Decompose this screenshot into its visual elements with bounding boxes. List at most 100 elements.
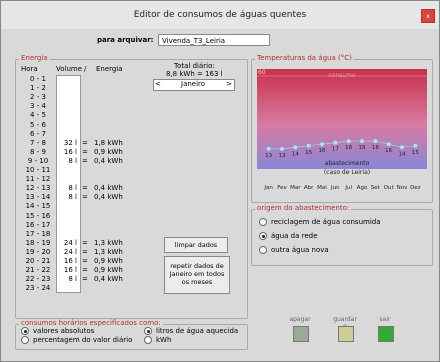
volume-value[interactable]: 16 l: [63, 257, 77, 265]
supply-value: 14: [399, 151, 406, 157]
radio-button[interactable]: [259, 232, 267, 240]
radio-button[interactable]: [21, 327, 29, 335]
window-title: Editor de consumos de águas quentes: [133, 10, 307, 20]
supply-note: (caso de Leiria): [324, 169, 370, 176]
hour-label: 5 - 6: [30, 120, 46, 129]
month-label: Mai: [317, 185, 327, 191]
hour-label: 14 - 15: [25, 202, 51, 211]
radio-button[interactable]: [21, 336, 29, 344]
hour-label: 1 - 2: [30, 84, 46, 93]
close-button[interactable]: x: [421, 9, 435, 23]
energy-value: 0,4 kWh: [94, 193, 123, 202]
supply-value: 18: [372, 145, 379, 151]
hour-label: 4 - 5: [30, 111, 46, 120]
hour-label: 9 - 10: [27, 156, 49, 165]
units-legend: consumos horários especificados como:: [19, 319, 163, 327]
hour-label: 3 - 4: [30, 102, 46, 111]
supply-value: 16: [385, 148, 392, 154]
temperature-chart: consumo 60 13 Jan 13 Fev 14 Mar 15 Abr 16 Mai 17 Jun 1…: [257, 69, 427, 191]
volume-value[interactable]: 8 l: [68, 184, 77, 193]
volume-value[interactable]: 24 l: [63, 238, 77, 247]
energy-value: 0,4 kWh: [94, 275, 123, 284]
hour-label: 22 - 23: [25, 275, 51, 284]
file-input[interactable]: Vivenda_T3_Leiria: [158, 34, 270, 46]
supply-label: abastecimento: [325, 160, 370, 167]
origin-legend: origem do abastecimento:: [255, 204, 352, 212]
action-label: apagar: [289, 316, 311, 323]
month-next[interactable]: >: [226, 80, 232, 88]
energy-legend: Energia: [19, 54, 50, 62]
unit-option[interactable]: litros de água aquecida: [144, 327, 238, 335]
supply-point: [400, 145, 404, 150]
energy-value: 0,4 kWh: [94, 184, 123, 193]
column-header: /: [84, 65, 87, 73]
month-label: Jan: [263, 185, 273, 191]
energy-value: 1,3 kWh: [94, 238, 123, 247]
supply-point: [373, 139, 378, 144]
action-icon[interactable]: [293, 326, 309, 342]
hour-label: 23 - 24: [25, 284, 51, 293]
supply-point: [346, 139, 351, 144]
volume-value[interactable]: 32 l: [63, 138, 77, 147]
file-label: para arquivar:: [97, 36, 154, 44]
month-label: Set: [371, 185, 381, 191]
hour-label: 13 - 14: [25, 193, 51, 202]
volume-value[interactable]: 16 l: [63, 266, 77, 275]
volume-value[interactable]: 8 l: [68, 156, 77, 165]
month-label: Jul: [344, 185, 352, 191]
consumption-value: 60: [258, 69, 266, 76]
month-prev[interactable]: <: [155, 80, 161, 88]
unit-option[interactable]: percentagem do valor diário: [21, 336, 132, 344]
equals: =: [82, 257, 88, 265]
hour-label: 15 - 16: [25, 211, 51, 220]
radio-button[interactable]: [259, 218, 267, 226]
origin-option[interactable]: água da rede: [259, 232, 317, 240]
hour-label: 2 - 3: [30, 93, 46, 102]
month-label: Dez: [410, 185, 421, 191]
supply-point: [280, 146, 284, 151]
column-header: Hora: [21, 65, 38, 73]
energy-value: 1,3 kWh: [94, 247, 123, 256]
month-label: Mar: [290, 185, 301, 191]
volume-value[interactable]: 16 l: [63, 147, 77, 156]
hour-label: 20 - 21: [25, 257, 51, 265]
supply-value: 15: [305, 150, 312, 156]
supply-value: 18: [345, 145, 352, 151]
hour-label: 17 - 18: [25, 229, 51, 238]
month-label: Ago: [357, 185, 368, 191]
supply-point: [333, 140, 338, 145]
origin-option[interactable]: reciclagem de água consumida: [259, 218, 381, 226]
supply-value: 17: [332, 147, 339, 153]
supply-value: 13: [265, 153, 272, 159]
column-header: Energia: [96, 65, 123, 73]
equals: =: [82, 275, 88, 284]
radio-button[interactable]: [144, 327, 152, 335]
equals: =: [82, 238, 88, 247]
chart-area: [257, 69, 427, 169]
equals: =: [82, 156, 88, 165]
radio-label: valores absolutos: [33, 327, 95, 335]
repeat-button[interactable]: repetir dados de Janeiro em todos os mes…: [164, 256, 230, 294]
month-selector[interactable]: [153, 79, 235, 91]
supply-value: 13: [279, 153, 286, 159]
hour-label: 10 - 11: [25, 166, 51, 174]
unit-option[interactable]: kWh: [144, 336, 171, 344]
volume-value[interactable]: 8 l: [68, 193, 77, 202]
hour-label: 6 - 7: [30, 129, 46, 138]
action-icon[interactable]: [378, 326, 394, 342]
radio-label: água da rede: [271, 232, 318, 240]
volume-value[interactable]: 8 l: [68, 275, 77, 284]
action-icon[interactable]: [338, 326, 354, 342]
clear-button[interactable]: limpar dados: [164, 237, 228, 253]
unit-option[interactable]: valores absolutos: [21, 327, 94, 335]
action-label: sair: [379, 316, 391, 323]
column-header: Volume: [56, 65, 83, 73]
origin-option[interactable]: outra água nova: [259, 246, 329, 254]
supply-value: 14: [292, 151, 299, 157]
radio-button[interactable]: [144, 336, 152, 344]
volume-value[interactable]: 24 l: [63, 247, 77, 256]
consumption-label: consumo: [328, 72, 356, 79]
hour-label: 18 - 19: [25, 238, 51, 247]
radio-button[interactable]: [259, 246, 267, 254]
hour-label: 7 - 8: [30, 138, 46, 147]
